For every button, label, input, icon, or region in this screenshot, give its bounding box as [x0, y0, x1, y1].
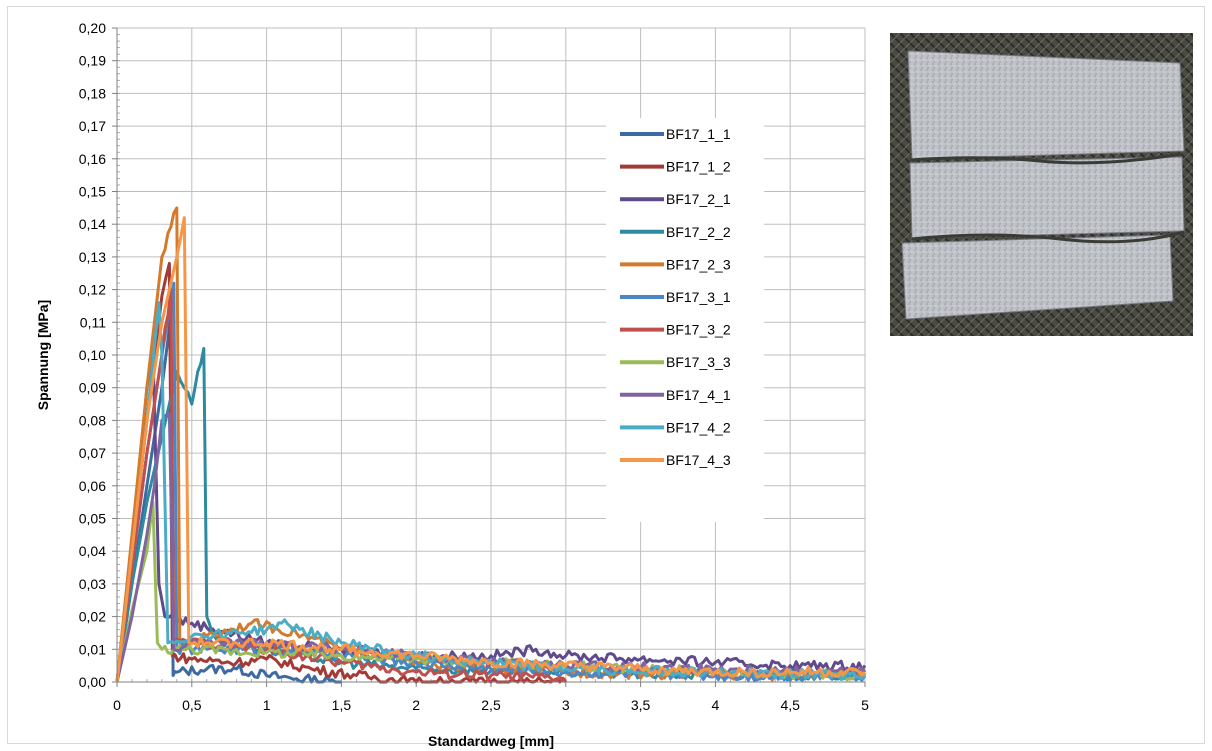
y-tick-label: 0,04	[79, 543, 106, 559]
y-tick-label: 0,03	[79, 576, 106, 592]
gridlines	[117, 27, 866, 682]
specimen-photo	[890, 33, 1193, 336]
x-tick-label: 4,5	[780, 697, 800, 713]
y-tick-label: 0,14	[79, 216, 106, 232]
legend-label: BF17_4_2	[666, 419, 731, 435]
y-tick-label: 0,12	[79, 282, 106, 298]
y-tick-label: 0,07	[79, 445, 106, 461]
x-tick-labels: 0 0,5 1 1,5 2 2,5 3 3,5 4 4,5 5	[113, 697, 869, 713]
y-tick-label: 0,11	[80, 314, 106, 330]
y-tick-label: 0,13	[79, 249, 106, 265]
y-tick-label: 0,06	[79, 478, 106, 494]
x-tick-label: 5	[861, 697, 869, 713]
x-tick-label: 2	[412, 697, 420, 713]
x-axis-title: Standardweg [mm]	[428, 733, 554, 749]
legend-box	[606, 118, 764, 522]
y-axis-title: Spannung [MPa]	[35, 300, 51, 410]
y-tick-label: 0,15	[79, 184, 106, 200]
y-tick-label: 0,19	[79, 53, 106, 69]
legend-label: BF17_3_3	[666, 354, 731, 370]
y-tick-label: 0,17	[79, 118, 106, 134]
y-tick-label: 0,18	[79, 85, 106, 101]
x-tick-label: 4	[712, 697, 720, 713]
y-tick-label: 0,10	[79, 347, 106, 363]
y-tick-label: 0,00	[79, 674, 106, 690]
legend-label: BF17_4_3	[666, 452, 731, 468]
legend-label: BF17_2_2	[666, 224, 731, 240]
y-tick-label: 0,05	[79, 511, 106, 527]
series-lines	[115, 206, 867, 684]
y-tick-label: 0,09	[79, 380, 106, 396]
y-tick-label: 0,20	[79, 20, 106, 36]
x-tick-label: 1,5	[332, 697, 352, 713]
y-tick-label: 0,16	[79, 151, 106, 167]
legend-label: BF17_4_1	[666, 387, 731, 403]
legend-label: BF17_2_3	[666, 256, 731, 272]
y-tick-label: 0,02	[79, 609, 106, 625]
x-tick-label: 3,5	[631, 697, 651, 713]
x-tick-label: 0,5	[182, 697, 202, 713]
legend-label: BF17_3_2	[666, 322, 731, 338]
x-tick-label: 1	[263, 697, 271, 713]
x-tick-label: 3	[562, 697, 570, 713]
series-line-BF17_1_1	[115, 314, 342, 684]
series-line-BF17_4_3	[115, 216, 867, 683]
legend-label: BF17_3_1	[666, 289, 731, 305]
y-tick-label: 0,08	[79, 412, 106, 428]
x-tick-label: 0	[113, 697, 121, 713]
x-tick-label: 2,5	[481, 697, 501, 713]
y-tick-label: 0,01	[79, 641, 106, 657]
legend: BF17_1_1 BF17_1_2 BF17_2_1 BF17_2_2 BF17_2_3…	[620, 126, 731, 468]
series-line-BF17_2_1	[115, 347, 867, 683]
legend-label: BF17_2_1	[666, 191, 731, 207]
y-tick-labels: 0,00 0,01 0,02 0,03 0,04 0,05 0,06 0,07 0,08 0,09…	[79, 20, 106, 690]
legend-label: BF17_1_2	[666, 159, 731, 175]
legend-label: BF17_1_1	[666, 126, 731, 142]
